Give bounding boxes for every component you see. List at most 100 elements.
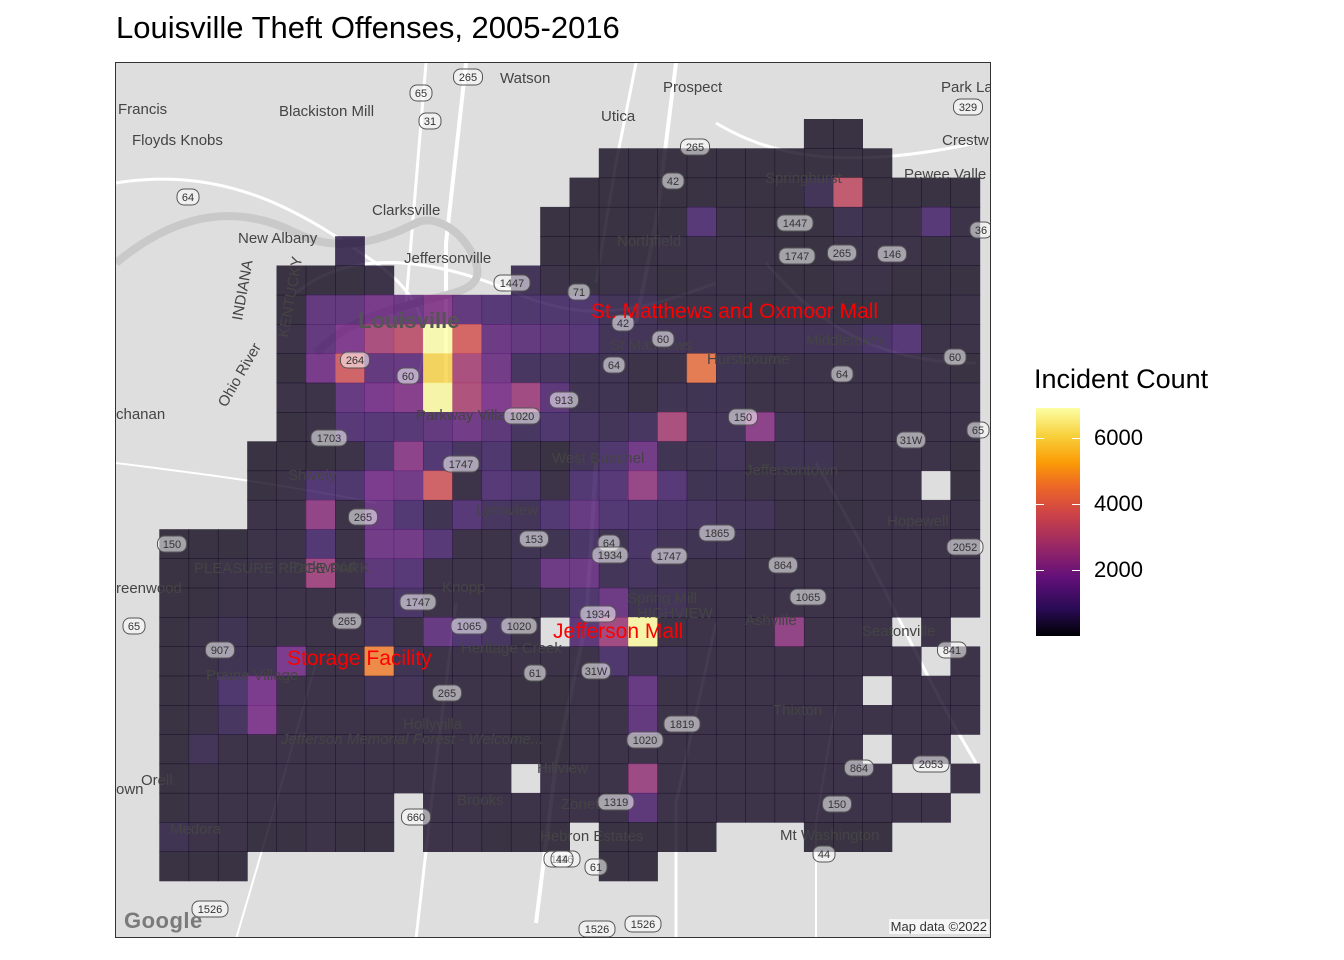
highway-shield: 42 [611,314,635,332]
heatmap-cell [393,675,424,706]
heatmap-cell [628,499,658,530]
highway-shield: 60 [396,367,420,385]
heatmap-cell [833,119,863,149]
heatmap-cell [628,206,658,237]
heatmap-cell [569,441,600,472]
heatmap-cell [305,470,336,501]
place-label: Clarksville [372,202,440,219]
place-label: Blackiston Mill [279,103,374,120]
heatmap-cell [803,177,834,208]
heatmap-cell [393,529,424,559]
heatmap-cell [188,587,219,618]
heatmap-cell [774,646,805,677]
place-label: Parkway Village [416,407,522,424]
heatmap-cell [657,617,688,647]
heatmap-cell [247,734,277,765]
heatmap-cell [716,763,746,794]
place-label: Jeffersontown [745,462,838,479]
place-label: Watson [500,70,550,87]
place-label: Northfield [617,233,681,250]
heatmap-cell [833,646,863,677]
heatmap-cell [716,587,746,618]
heatmap-cell [716,353,746,384]
heatmap-cell [950,587,981,618]
highway-shield-label: 1065 [796,592,820,604]
heatmap-cell [305,382,336,413]
heatmap-cell [364,763,395,794]
heatmap-cell [686,675,717,706]
heatmap-cell [510,822,541,852]
highway-shield-label: 60 [402,371,414,383]
highway-shield-label: 31 [424,116,436,128]
heatmap-cell [452,324,483,354]
heatmap-cell [803,294,834,325]
heatmap-cell [159,587,190,618]
highway-shield: 265 [680,138,710,156]
heatmap-cell [950,236,981,266]
heatmap-cell [628,558,658,589]
highway-shield-label: 264 [346,355,364,367]
place-label: Mt Washington [780,827,880,844]
highway-shield: 150 [728,408,758,426]
map-panel[interactable]: Francis Blackiston Mill Watson Prospect … [115,62,991,938]
legend-tick-label: 2000 [1094,556,1143,582]
heatmap-cell [247,705,277,735]
place-label: Utica [601,108,636,125]
place-label: St Matthews [610,337,693,354]
heatmap-cell [803,324,834,354]
heatmap-cell [628,705,658,735]
highway-shield-label: 1747 [449,459,473,471]
heatmap-cell [569,499,600,530]
heatmap-cell [657,792,688,823]
heatmap-cell [247,529,277,559]
highway-shield: 1526 [578,920,616,937]
heatmap-cell [774,265,805,296]
heatmap-cell [891,529,922,559]
heatmap-cell [657,353,688,384]
heatmap-cell [393,705,424,735]
heatmap-cell [247,675,277,706]
heatmap-cell [540,353,570,384]
heatmap-cell [686,763,717,794]
heatmap-cell [335,675,365,706]
heatmap-cell [510,792,541,823]
highway-shield-label: 265 [833,248,851,260]
heatmap-cell [423,646,453,677]
legend-tick-label: 6000 [1094,424,1143,450]
heatmap-cell [803,558,834,589]
heatmap-cell [305,529,336,559]
highway-shield-label: 1526 [198,904,222,916]
heatmap-cell [335,382,365,413]
heatmap-cell [598,265,629,296]
highway-shield-label: 265 [354,512,372,524]
highway-shield: 265 [332,612,362,630]
heatmap-cell [481,763,512,794]
highway-shield-label: 64 [182,192,194,204]
heatmap-cell [833,499,863,530]
heatmap-cell [364,324,395,354]
legend-title: Incident Count [1034,364,1209,394]
place-label: INDIANA [229,259,256,322]
heatmap-cell [159,792,190,823]
heatmap-cell [686,265,717,296]
heatmap-cell [921,792,951,823]
heatmap-cell [745,148,776,179]
annotation-jefferson-mall: Jefferson Mall [553,620,683,643]
heatmap-cell [423,822,453,852]
heatmap-cell [276,265,307,296]
heatmap-cell [188,675,219,706]
heatmap-cell [569,324,600,354]
heatmap-cell [833,265,863,296]
highway-shield-label: 329 [959,102,977,114]
heatmap-cell [921,265,951,296]
heatmap-cell [305,558,336,589]
heatmap-cell [803,382,834,413]
highway-shield: 42 [661,172,685,190]
heatmap-cell [803,148,834,179]
highway-shield: 913 [549,391,579,409]
highway-shield: 264 [340,351,370,369]
heatmap-cell [628,412,658,442]
heatmap-cell [833,412,863,442]
heatmap-cell [716,792,746,823]
heatmap-cell [335,324,365,354]
